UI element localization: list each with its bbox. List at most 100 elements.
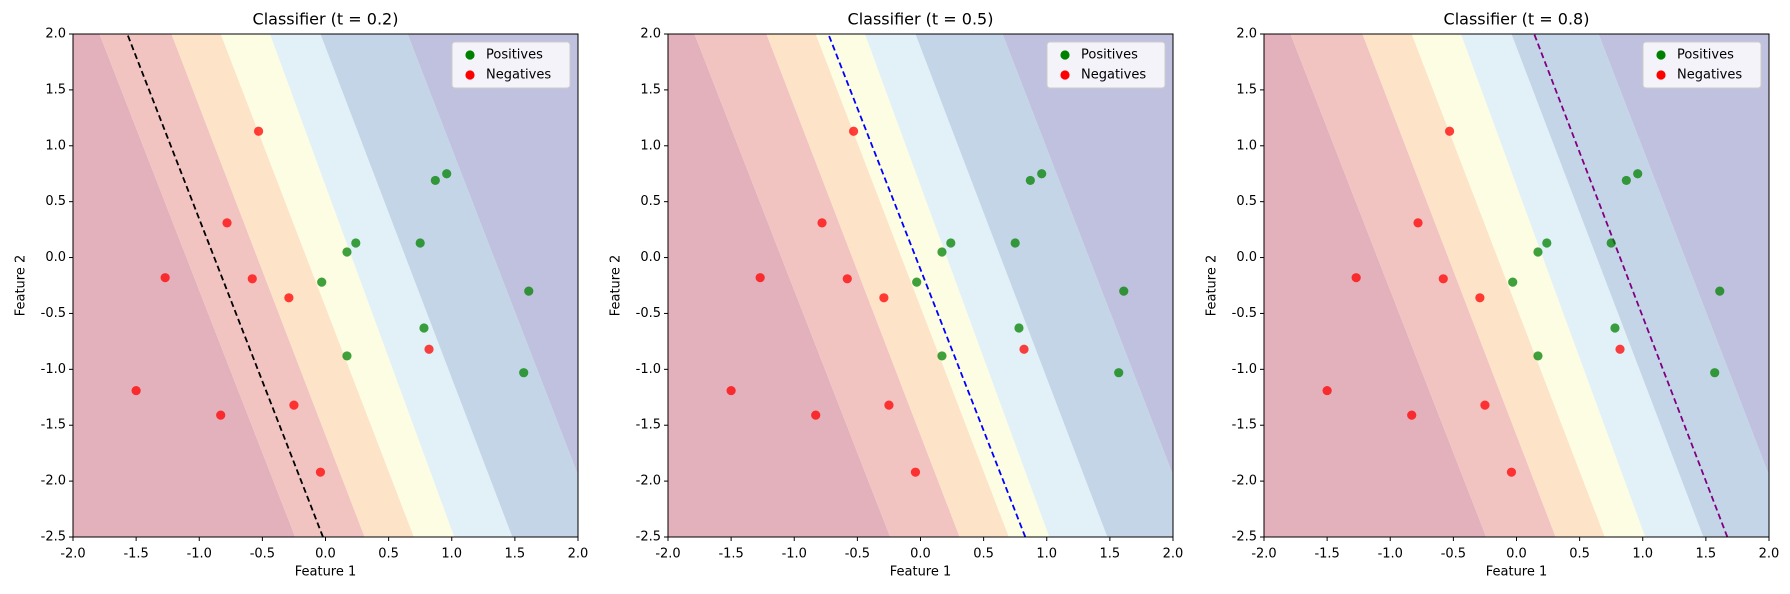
data-point [1506, 467, 1517, 477]
decision-boundary [126, 34, 324, 537]
x-tick-label: 1.5 [1696, 547, 1717, 562]
contour-band [815, 34, 1050, 537]
contour-band [1290, 34, 1556, 537]
decision-boundary [827, 34, 1027, 537]
x-tick-label: 2.0 [1163, 547, 1184, 562]
data-point [912, 277, 922, 287]
contour-band [694, 34, 960, 537]
y-tick-label: 1.0 [45, 138, 66, 153]
x-tick-label: -1.0 [187, 547, 212, 562]
data-point [1119, 286, 1129, 296]
data-point [755, 273, 765, 283]
data-point [1710, 368, 1720, 378]
data-point [1533, 247, 1543, 257]
y-tick-label: 1.5 [45, 82, 66, 97]
data-point [1019, 344, 1029, 354]
data-point [430, 175, 440, 186]
legend-box [1046, 41, 1166, 89]
contour-band [864, 34, 1108, 537]
x-tick-label: -1.5 [718, 547, 743, 562]
data-point [317, 277, 327, 287]
data-point [519, 368, 529, 378]
data-point [842, 274, 852, 284]
contour-band [269, 34, 513, 537]
x-tick-label: -1.0 [782, 547, 807, 562]
legend-label: Positives [486, 48, 543, 63]
y-tick-label: -2.5 [41, 530, 66, 545]
contour-band [407, 34, 578, 475]
contour-band [320, 34, 578, 537]
data-point [247, 274, 257, 284]
y-tick-label: 0.0 [640, 250, 661, 265]
x-tick-label: 0.5 [378, 547, 399, 562]
data-point [216, 410, 226, 420]
contour-band [1411, 34, 1646, 537]
y-tick-label: -0.5 [636, 306, 661, 321]
x-tick-label: 0.0 [1506, 547, 1527, 562]
data-point [937, 351, 947, 361]
subplot: -2.0 -1.5 -1.0 -0.5 0.0 0.5 1.0 1.5 2.0 -2.5 -2.0 -… [14, 10, 589, 580]
data-point [848, 126, 859, 136]
x-tick-label: 0.0 [315, 547, 336, 562]
data-point [1533, 351, 1543, 361]
x-tick-label: -0.5 [250, 547, 275, 562]
data-point [442, 169, 452, 179]
y-tick-label: -1.5 [1232, 418, 1257, 433]
data-point [1621, 175, 1631, 186]
data-point [1413, 218, 1423, 228]
y-tick-label: -0.5 [1232, 306, 1257, 321]
y-tick-label: -1.5 [636, 418, 661, 433]
data-point [1114, 368, 1124, 378]
y-tick-label: 1.5 [640, 82, 661, 97]
data-point [1615, 344, 1625, 354]
x-tick-label: -0.5 [845, 547, 870, 562]
x-tick-label: 1.5 [505, 547, 526, 562]
data-point [1715, 286, 1725, 296]
contour-band [1598, 34, 1769, 475]
legend-box [1642, 41, 1762, 89]
y-axis-label: Feature 2 [1205, 255, 1220, 317]
data-point [1633, 169, 1643, 179]
x-tick-label: -0.5 [1441, 547, 1466, 562]
data-point [1407, 410, 1417, 420]
data-point [289, 400, 299, 410]
x-tick-label: 1.5 [1100, 547, 1121, 562]
legend-marker [1060, 70, 1070, 80]
y-tick-label: -2.5 [636, 530, 661, 545]
plot-area [668, 34, 1173, 537]
contour-band [73, 34, 296, 537]
x-tick-label: 0.5 [1569, 547, 1590, 562]
x-tick-label: 1.0 [1632, 547, 1653, 562]
y-axis-label: Feature 2 [609, 255, 624, 317]
x-tick-label: 0.0 [910, 547, 931, 562]
y-tick-label: -1.0 [1232, 362, 1257, 377]
contour-band [1362, 34, 1605, 537]
data-point [1508, 277, 1518, 287]
subplot: -2.0 -1.5 -1.0 -0.5 0.0 0.5 1.0 1.5 2.0 -2.5 -2.0 -… [609, 10, 1184, 580]
y-axis-label: Feature 2 [14, 255, 29, 317]
x-tick-label: 0.5 [973, 547, 994, 562]
data-point [1025, 175, 1035, 186]
x-tick-label: -1.0 [1378, 547, 1403, 562]
contour-band [99, 34, 365, 537]
legend-box [451, 41, 571, 89]
legend-label: Negatives [1677, 68, 1742, 83]
x-tick-label: -1.5 [1314, 547, 1339, 562]
data-point [131, 385, 141, 396]
y-tick-label: -2.0 [1232, 474, 1257, 489]
legend-marker [1656, 70, 1666, 80]
contour-band [668, 34, 891, 537]
plot-area [1264, 34, 1769, 537]
x-axis-label: Feature 1 [295, 565, 357, 580]
data-point [419, 323, 429, 333]
data-point [342, 247, 352, 257]
legend-marker [465, 70, 475, 80]
data-point [1014, 323, 1024, 333]
data-point [342, 351, 352, 361]
data-point [415, 238, 425, 248]
data-point [1010, 238, 1020, 248]
y-tick-label: 1.0 [640, 138, 661, 153]
data-point [524, 286, 534, 296]
